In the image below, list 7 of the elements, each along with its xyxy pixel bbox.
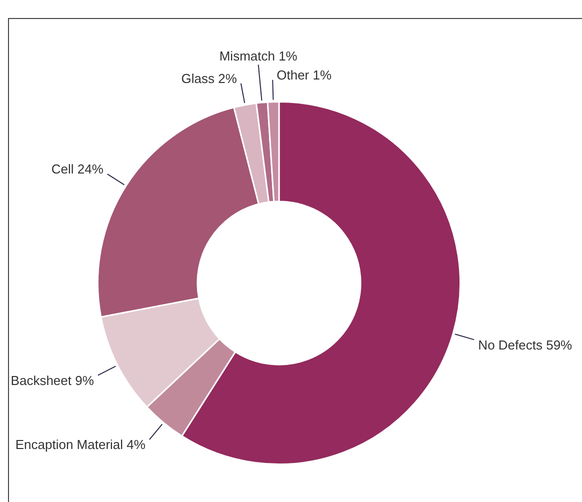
slice-label: Backsheet 9% bbox=[10, 372, 94, 388]
slice-label: Encaption Material 4% bbox=[15, 437, 146, 452]
slice-label: No Defects 59% bbox=[478, 337, 573, 352]
slice-label: Mismatch 1% bbox=[219, 48, 298, 64]
slice-label: Other 1% bbox=[276, 67, 332, 82]
slice-label: Glass 2% bbox=[181, 70, 238, 86]
slice-label: Cell 24% bbox=[51, 162, 104, 177]
